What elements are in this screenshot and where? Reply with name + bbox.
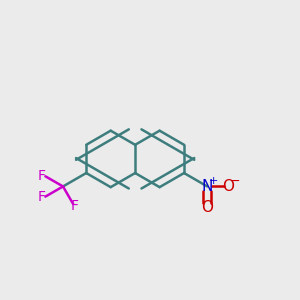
- Text: O: O: [201, 200, 213, 215]
- Text: N: N: [202, 179, 213, 194]
- Text: F: F: [38, 190, 46, 204]
- Text: O: O: [223, 179, 235, 194]
- Text: −: −: [230, 175, 240, 188]
- Text: F: F: [38, 169, 46, 183]
- Text: +: +: [208, 176, 218, 186]
- Text: F: F: [71, 200, 79, 213]
